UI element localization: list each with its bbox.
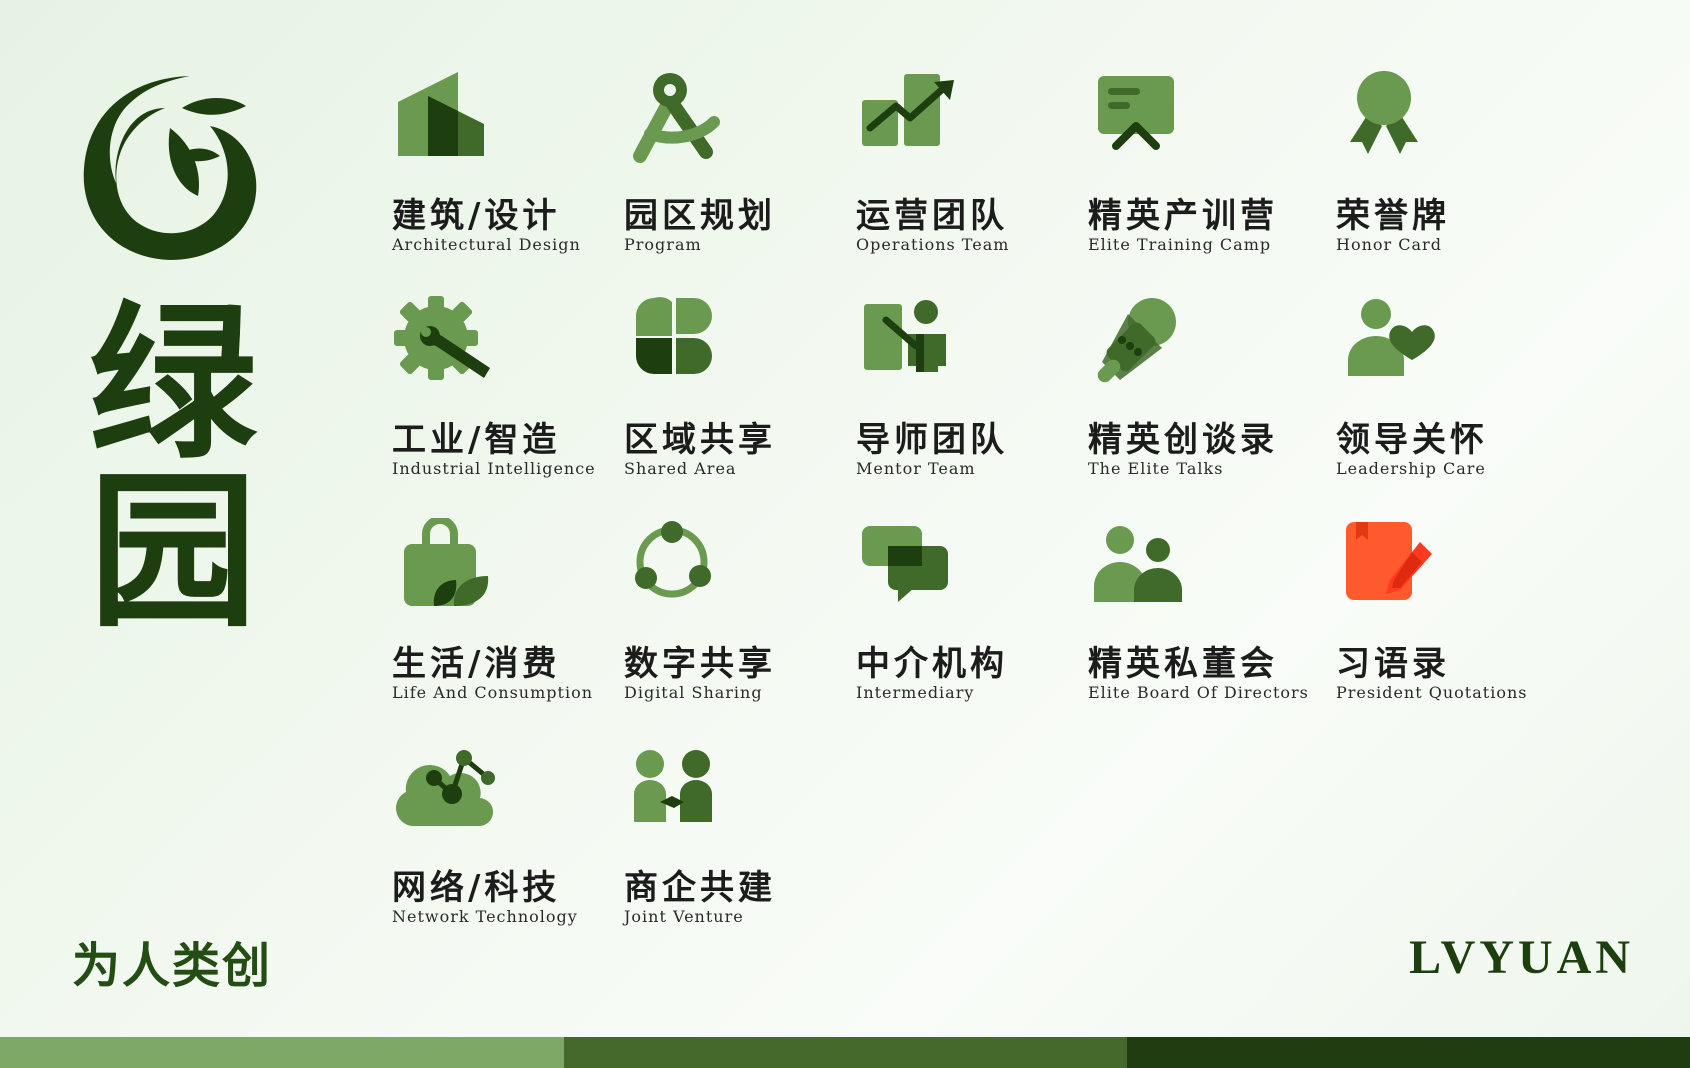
- gear-wrench-icon: [394, 296, 490, 380]
- category-title: 精英私董会: [1088, 644, 1278, 684]
- category-subtitle: The Elite Talks: [1088, 459, 1224, 478]
- category-title: 领导关怀: [1336, 420, 1488, 460]
- category-title: 习语录: [1336, 644, 1450, 684]
- category-title: 精英创谈录: [1088, 420, 1278, 460]
- category-title: 区域共享: [624, 420, 776, 460]
- category-subtitle: Digital Sharing: [624, 683, 763, 702]
- shopping-bag-icon: [404, 518, 489, 606]
- mentor-board-icon: [864, 300, 946, 372]
- category-subtitle: Life And Consumption: [392, 683, 593, 702]
- category-subtitle: Honor Card: [1336, 235, 1442, 254]
- category-title: 商企共建: [624, 868, 776, 908]
- notebook-pen-icon: [1346, 522, 1432, 600]
- category-title: 中介机构: [856, 644, 1008, 684]
- category-title: 建筑/设计: [392, 196, 561, 236]
- category-subtitle: Architectural Design: [392, 235, 581, 254]
- award-ribbon-icon: [1350, 71, 1418, 154]
- footer-bar-mid: [564, 1037, 1127, 1068]
- category-subtitle: Intermediary: [856, 683, 975, 702]
- category-title: 导师团队: [856, 420, 1008, 460]
- person-heart-icon: [1348, 299, 1435, 376]
- chat-bubbles-icon: [862, 526, 948, 602]
- category-subtitle: President Quotations: [1336, 683, 1528, 702]
- microphone-icon: [1097, 298, 1176, 383]
- category-subtitle: Operations Team: [856, 235, 1010, 254]
- category-title: 园区规划: [624, 196, 776, 236]
- category-title: 数字共享: [624, 644, 776, 684]
- category-subtitle: Shared Area: [624, 459, 737, 478]
- brand-char-yuan: 园: [89, 454, 257, 650]
- leaf-swirl-logo-icon: [83, 76, 257, 260]
- two-people-icon: [1094, 526, 1182, 602]
- brand-slogan: 为人类创: [72, 938, 273, 994]
- handshake-people-icon: [634, 750, 712, 822]
- category-title: 网络/科技: [392, 868, 561, 908]
- category-subtitle: Leadership Care: [1336, 459, 1486, 478]
- category-title: 精英产训营: [1088, 196, 1278, 236]
- category-subtitle: Industrial Intelligence: [392, 459, 596, 478]
- category-title: 运营团队: [856, 196, 1008, 236]
- cloud-network-icon: [396, 750, 495, 827]
- footer-bar-dark: [1127, 1037, 1690, 1068]
- category-title: 工业/智造: [392, 420, 561, 460]
- four-leaf-grid-icon: [635, 297, 712, 374]
- category-title: 生活/消费: [392, 644, 561, 684]
- presentation-board-icon: [1098, 76, 1174, 150]
- category-subtitle: Program: [624, 235, 702, 254]
- growth-chart-icon: [862, 74, 954, 146]
- share-cycle-icon: [635, 521, 711, 598]
- brand-char-lv: 绿: [89, 286, 257, 482]
- category-title: 荣誉牌: [1336, 196, 1450, 236]
- category-subtitle: Mentor Team: [856, 459, 976, 478]
- category-subtitle: Elite Training Camp: [1088, 235, 1272, 254]
- brand-name: LVYUAN: [1409, 931, 1634, 984]
- footer-bar-light: [0, 1037, 564, 1068]
- building-icon: [398, 72, 484, 156]
- compass-icon: [633, 73, 720, 163]
- category-subtitle: Elite Board Of Directors: [1088, 683, 1309, 702]
- category-subtitle: Joint Venture: [624, 907, 744, 926]
- category-subtitle: Network Technology: [392, 907, 578, 926]
